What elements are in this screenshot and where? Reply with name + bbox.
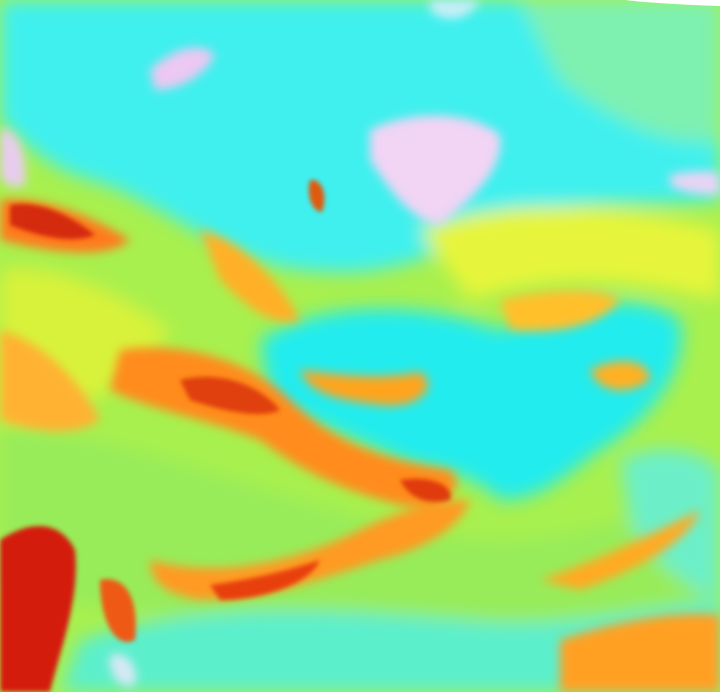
- pink-patch: [109, 654, 136, 686]
- pink-patch: [0, 129, 26, 187]
- cyan-cloud: [60, 600, 720, 692]
- pink-patch: [370, 115, 501, 225]
- yellow-band: [420, 206, 720, 300]
- pink-patch: [430, 0, 480, 19]
- orange-streak: [500, 290, 620, 332]
- orange-streak: [0, 330, 100, 432]
- orange-streak: [590, 361, 650, 391]
- red-core: [180, 376, 280, 415]
- red-core: [400, 478, 451, 502]
- red-cores: [0, 179, 451, 692]
- pink-patch: [150, 47, 215, 90]
- orange-streak: [560, 613, 720, 692]
- image-corner: [625, 0, 720, 6]
- orange-streak: [300, 370, 428, 406]
- green-band: [520, 0, 720, 142]
- orange-streak: [200, 230, 300, 322]
- orange-streak: [150, 500, 470, 600]
- red-core: [100, 579, 136, 642]
- red-core: [0, 526, 76, 692]
- cyan-cloud: [620, 449, 720, 600]
- pink-patch: [670, 171, 720, 195]
- red-core: [308, 179, 325, 212]
- orange-streaks: [0, 199, 720, 692]
- red-core: [210, 560, 320, 600]
- orange-streak: [540, 510, 700, 590]
- cyan-lake: [260, 301, 682, 500]
- red-core: [10, 204, 95, 240]
